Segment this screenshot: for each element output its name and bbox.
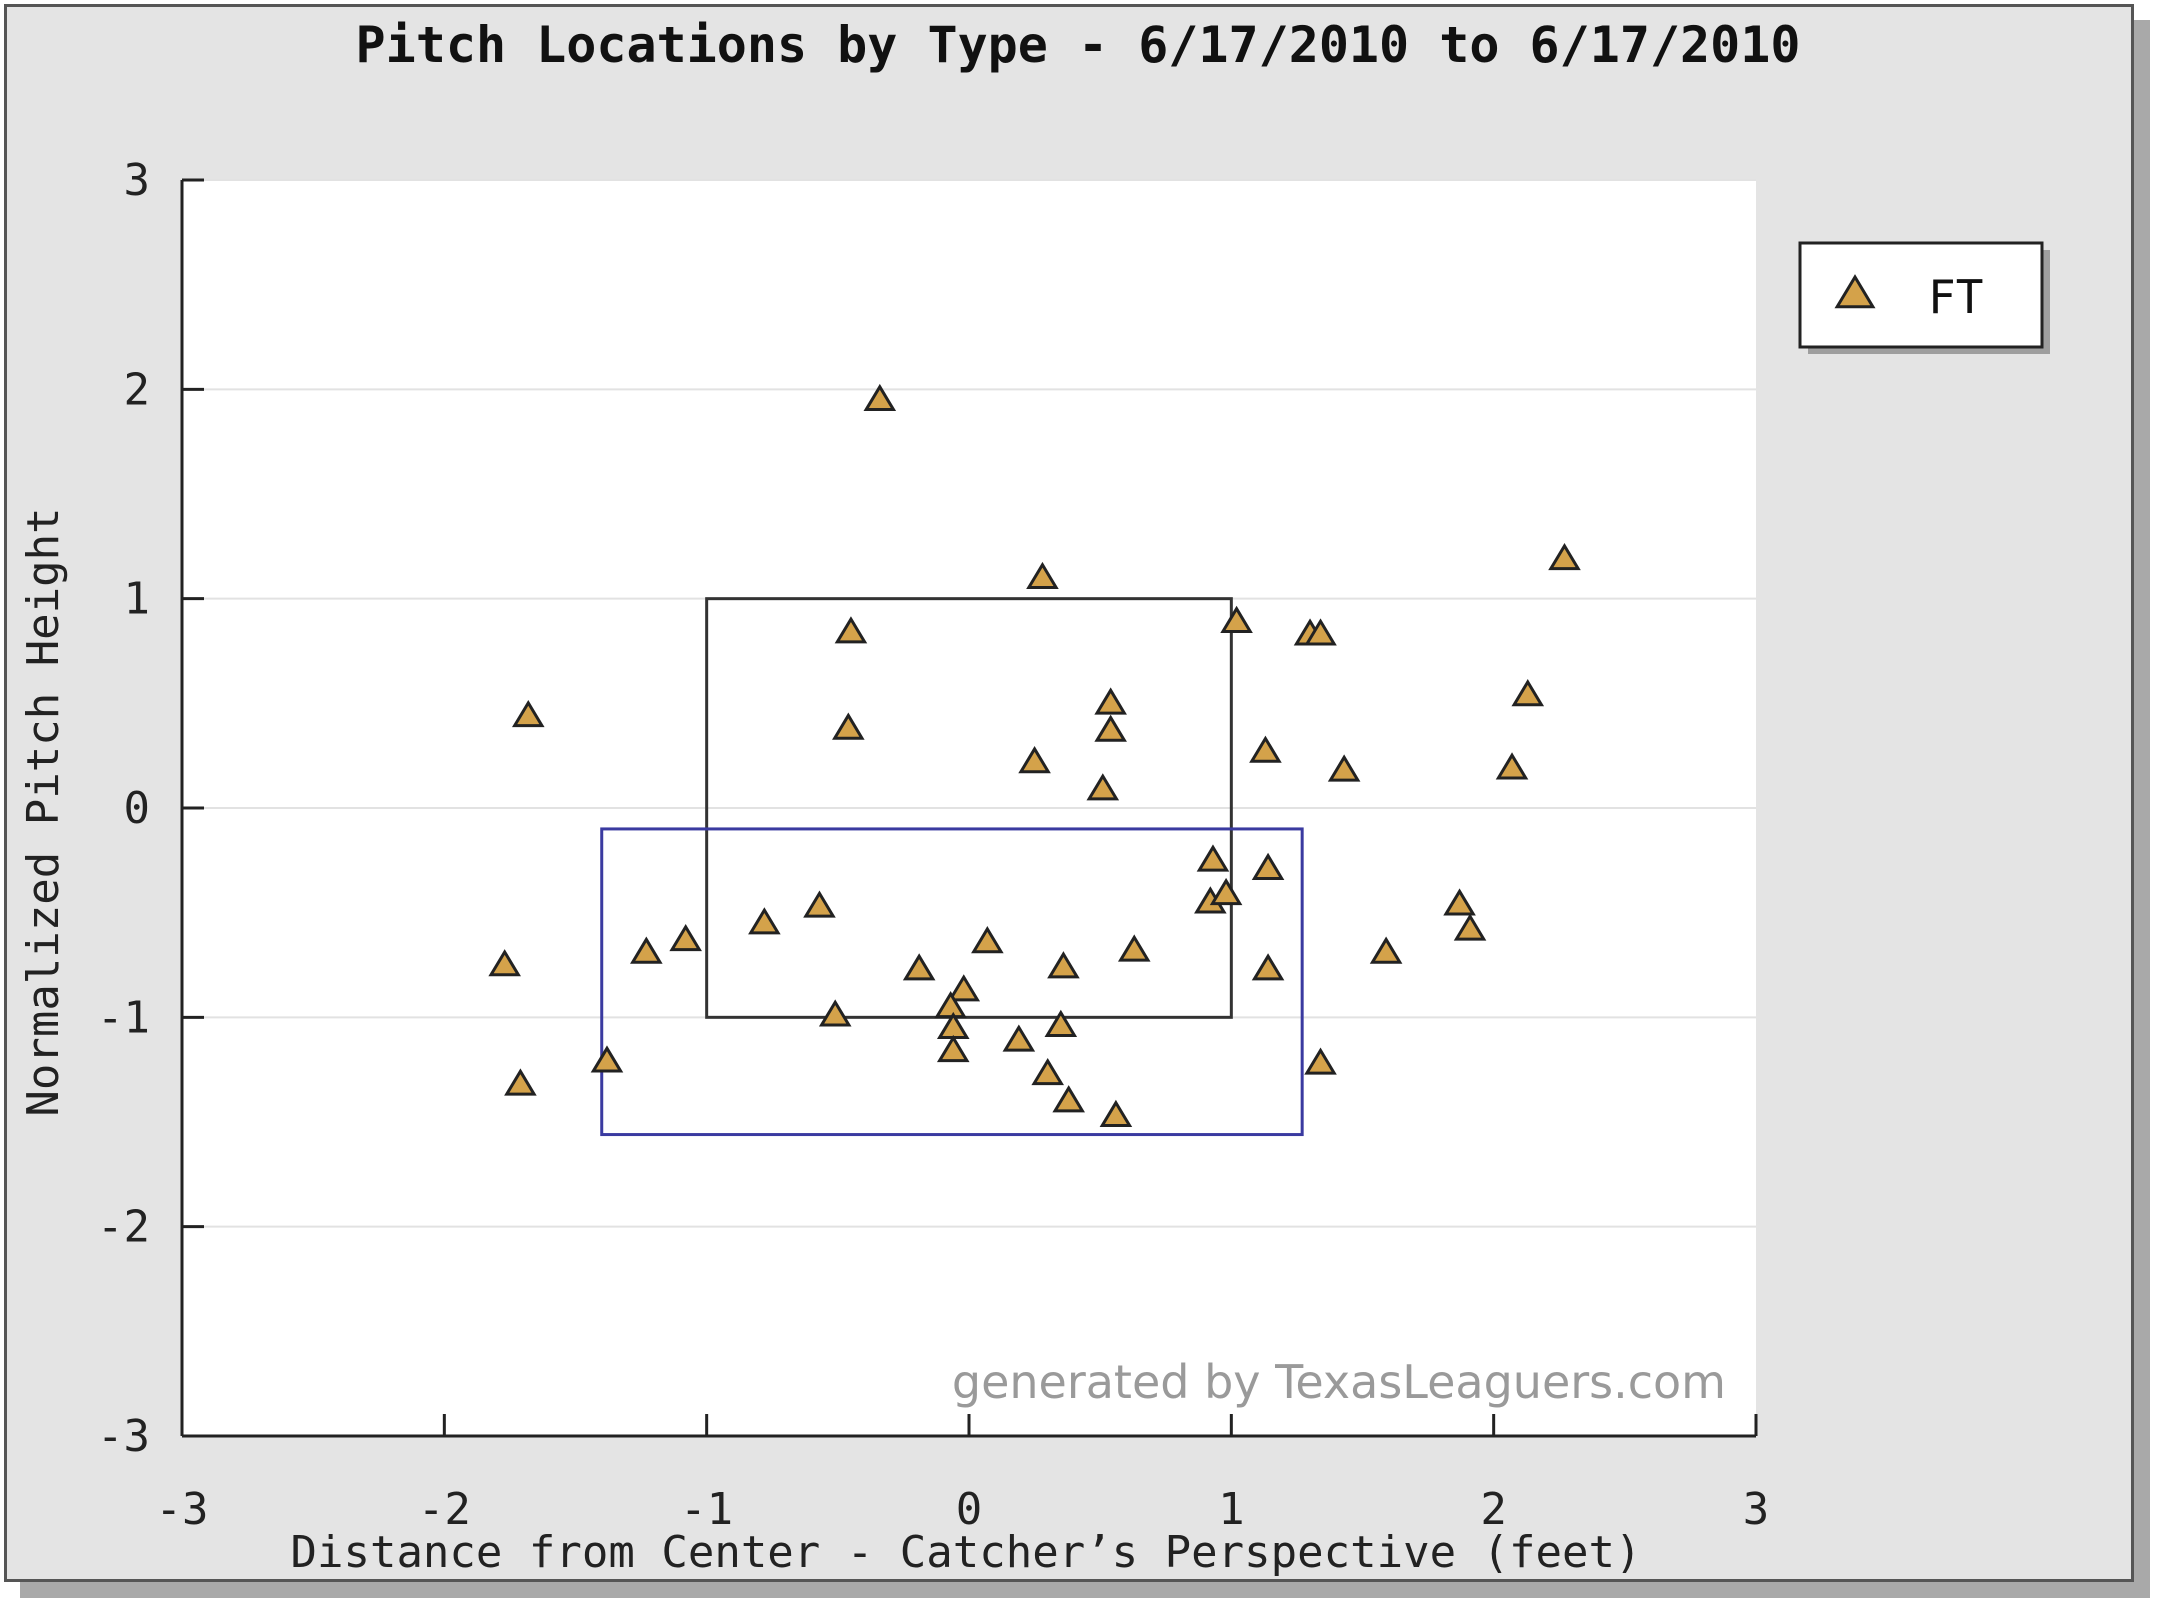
strike-zone [705, 597, 1233, 1019]
y-axis-ticks: -3 -2 -1 0 1 2 3 [97, 155, 204, 1462]
y-tick-label: 2 [124, 364, 151, 415]
pitch-point [1117, 934, 1151, 962]
pitch-point [936, 1034, 970, 1063]
pitch-point [1099, 1099, 1133, 1127]
pitch-point [1249, 735, 1282, 763]
legend-marker-triangle [1834, 274, 1876, 309]
pitch-point [863, 383, 897, 412]
y-tick-label: -2 [97, 1202, 150, 1253]
pitch-point [1251, 953, 1285, 981]
pitch-point [504, 1068, 537, 1096]
pitch-point [1548, 542, 1581, 571]
pitch-point [1220, 605, 1253, 633]
watermark: generated by TexasLeaguers.com [952, 1355, 1726, 1409]
pitch-point [1209, 877, 1243, 906]
pitch-point [1327, 754, 1361, 782]
legend: FT [1798, 241, 2050, 354]
x-axis-ticks: -3 -2 -1 0 1 2 3 [156, 1414, 1770, 1535]
pitch-point [818, 999, 852, 1027]
y-tick-label: 3 [124, 155, 151, 206]
pitch-point [1052, 1085, 1085, 1113]
y-axis-title: Normalized Pitch Height [18, 507, 69, 1116]
x-tick-label: -2 [418, 1484, 471, 1535]
pitch-point [1018, 746, 1051, 774]
secondary-zone [600, 827, 1304, 1137]
pitch-point [1453, 913, 1487, 941]
pitch-point [803, 890, 836, 918]
pitch-point [834, 616, 868, 644]
data-points [488, 383, 1581, 1127]
pitch-point [1443, 888, 1476, 916]
pitch-point [947, 974, 981, 1002]
pitch-point [488, 949, 521, 977]
x-tick-label: 3 [1743, 1484, 1770, 1535]
pitch-point [1196, 844, 1230, 872]
y-tick-label: -1 [97, 992, 150, 1043]
x-tick-label: -3 [156, 1484, 209, 1535]
x-tick-label: 1 [1218, 1484, 1245, 1535]
pitch-point [1251, 852, 1285, 880]
pitch-point [1094, 687, 1127, 715]
legend-label: FT [1928, 270, 1983, 324]
pitch-point [669, 923, 702, 952]
pitch-point [1094, 714, 1127, 742]
pitch-point [1031, 1057, 1064, 1086]
pitch-point [1044, 1009, 1078, 1037]
y-tick-label: 1 [124, 574, 151, 625]
pitch-point [971, 926, 1004, 954]
chart-title: Pitch Locations by Type - 6/17/2010 to 6… [356, 16, 1801, 74]
x-tick-label: -1 [680, 1484, 733, 1535]
pitch-point [1086, 773, 1120, 801]
pitch-point [630, 936, 663, 964]
x-tick-label: 0 [956, 1484, 983, 1535]
pitch-point [1026, 561, 1059, 589]
y-tick-label: -3 [97, 1411, 150, 1462]
legend-box [1798, 241, 2044, 349]
y-tick-label: 0 [124, 783, 151, 834]
pitch-point [1511, 679, 1545, 707]
x-axis-title: Distance from Center - Catcher’s Perspec… [290, 1527, 1641, 1578]
pitch-point [1304, 1047, 1337, 1075]
zone-boxes [600, 597, 1304, 1137]
pitch-point [1369, 936, 1403, 964]
pitch-point [511, 699, 545, 728]
x-tick-label: 2 [1480, 1484, 1507, 1535]
pitch-point [1304, 618, 1337, 646]
pitch-point [1002, 1024, 1036, 1052]
pitch-point [902, 953, 936, 981]
pitch-point [1495, 752, 1529, 780]
pitch-point [748, 907, 781, 935]
pitch-point [1047, 951, 1080, 979]
pitch-point [590, 1045, 624, 1073]
pitch-point [832, 712, 865, 740]
